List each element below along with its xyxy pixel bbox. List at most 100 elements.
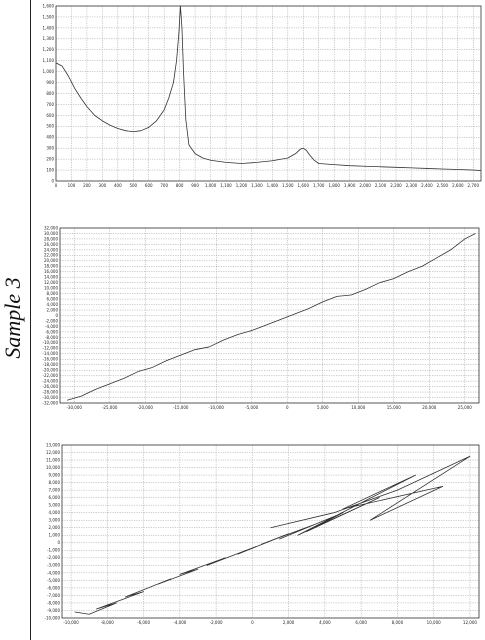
y-tick-label: 1,500 [43, 14, 55, 19]
y-tick-label: 200 [46, 157, 54, 162]
x-tick-label: 5,000 [317, 405, 329, 410]
plot-frame [59, 227, 480, 404]
x-tick-label: 1,800 [328, 183, 340, 188]
x-tick-label: 800 [176, 183, 184, 188]
y-tick-label: 12,000 [44, 280, 58, 285]
x-tick-label: 500 [129, 183, 137, 188]
series-line [74, 455, 471, 615]
x-tick-label: 1,400 [267, 183, 279, 188]
y-tick-label: -16,000 [43, 357, 59, 362]
series-line [55, 5, 482, 172]
x-tick-label: -2,000 [210, 620, 223, 625]
y-tick-label: 13,000 [46, 442, 60, 447]
y-tick-label: 4,000 [49, 510, 61, 515]
x-tick-label: 0 [286, 405, 289, 410]
y-tick-label: -1,000 [47, 548, 60, 553]
y-tick-label: -10,000 [43, 340, 59, 345]
plot-area [62, 445, 479, 618]
y-tick-label: 1,000 [49, 533, 61, 538]
x-tick-label: 2,500 [437, 183, 449, 188]
y-tick-label: -2,000 [45, 318, 58, 323]
y-tick-label: 300 [46, 146, 54, 151]
y-tick-label: 6,000 [49, 495, 61, 500]
y-tick-label: 1,400 [43, 25, 55, 30]
y-tick-label: 2,000 [47, 307, 59, 312]
plot-area [56, 6, 481, 181]
y-tick-label: 7,000 [49, 488, 61, 493]
y-tick-label: 22,000 [44, 253, 58, 258]
x-tick-label: 2,300 [406, 183, 418, 188]
y-tick-label: 1,200 [43, 47, 55, 52]
x-tick-label: 2,400 [421, 183, 433, 188]
x-tick-label: 10,000 [427, 620, 441, 625]
x-tick-label: -8,000 [101, 620, 114, 625]
x-tick-label: 400 [114, 183, 122, 188]
sample-label-container: Sample 3 [0, 0, 26, 640]
plot-frame [55, 5, 482, 182]
x-tick-label: 2,700 [468, 183, 480, 188]
y-tick-label: 0 [51, 178, 54, 183]
y-tick-label: 0 [55, 313, 58, 318]
y-tick-label: -7,000 [47, 593, 60, 598]
y-tick-label: 0 [57, 540, 60, 545]
y-tick-label: -20,000 [43, 368, 59, 373]
y-tick-label: 16,000 [44, 269, 58, 274]
y-tick-label: -6,000 [47, 585, 60, 590]
y-tick-label: -8,000 [45, 335, 58, 340]
x-tick-label: 2,600 [452, 183, 464, 188]
y-tick-label: 6,000 [47, 296, 59, 301]
y-tick-label: 26,000 [44, 242, 58, 247]
y-tick-label: -14,000 [43, 351, 59, 356]
x-tick-label: 12,000 [463, 620, 477, 625]
y-tick-label: -10,000 [45, 615, 61, 620]
y-tick-label: -22,000 [43, 373, 59, 378]
y-tick-label: 700 [46, 102, 54, 107]
plot-frame [61, 444, 480, 619]
y-tick-label: -3,000 [47, 563, 60, 568]
y-tick-label: 24,000 [44, 247, 58, 252]
x-tick-label: -10,000 [209, 405, 225, 410]
x-tick-label: 700 [160, 183, 168, 188]
x-tick-label: 1,200 [236, 183, 248, 188]
x-tick-label: -10,000 [63, 620, 79, 625]
y-tick-label: 32,000 [44, 225, 58, 230]
x-tick-label: -5,000 [245, 405, 258, 410]
x-tick-label: 15,000 [387, 405, 401, 410]
x-tick-label: -25,000 [102, 405, 118, 410]
y-tick-label: 18,000 [44, 264, 58, 269]
x-tick-label: 10,000 [351, 405, 365, 410]
separator-line [30, 0, 31, 640]
x-tick-label: 1,900 [344, 183, 356, 188]
y-tick-label: 100 [46, 167, 54, 172]
x-tick-label: 2,200 [390, 183, 402, 188]
y-tick-label: 11,000 [46, 457, 60, 462]
x-tick-label: 6,000 [355, 620, 367, 625]
x-tick-label: 2,000 [359, 183, 371, 188]
y-tick-label: 14,000 [44, 275, 58, 280]
x-tick-label: -4,000 [173, 620, 186, 625]
y-tick-label: -4,000 [47, 570, 60, 575]
x-tick-label: 1,100 [220, 183, 232, 188]
x-tick-label: 2,000 [283, 620, 295, 625]
x-tick-label: 1,500 [282, 183, 294, 188]
y-tick-label: 1,600 [43, 3, 55, 8]
y-tick-label: 30,000 [44, 231, 58, 236]
x-tick-label: 100 [68, 183, 76, 188]
y-tick-label: -4,000 [45, 324, 58, 329]
y-tick-label: 2,000 [49, 525, 61, 530]
x-tick-label: 300 [99, 183, 107, 188]
y-tick-label: 3,000 [49, 518, 61, 523]
y-tick-label: 1,100 [43, 58, 55, 63]
x-tick-label: 1,600 [298, 183, 310, 188]
x-tick-label: -20,000 [137, 405, 153, 410]
y-tick-label: -5,000 [47, 578, 60, 583]
y-tick-label: 1,300 [43, 36, 55, 41]
y-tick-label: -28,000 [43, 389, 59, 394]
x-tick-label: 1,000 [205, 183, 217, 188]
x-tick-label: 0 [251, 620, 254, 625]
y-tick-label: 20,000 [44, 258, 58, 263]
y-tick-label: 600 [46, 113, 54, 118]
y-tick-label: 10,000 [44, 286, 58, 291]
y-tick-label: 5,000 [49, 503, 61, 508]
x-tick-label: 1,700 [313, 183, 325, 188]
